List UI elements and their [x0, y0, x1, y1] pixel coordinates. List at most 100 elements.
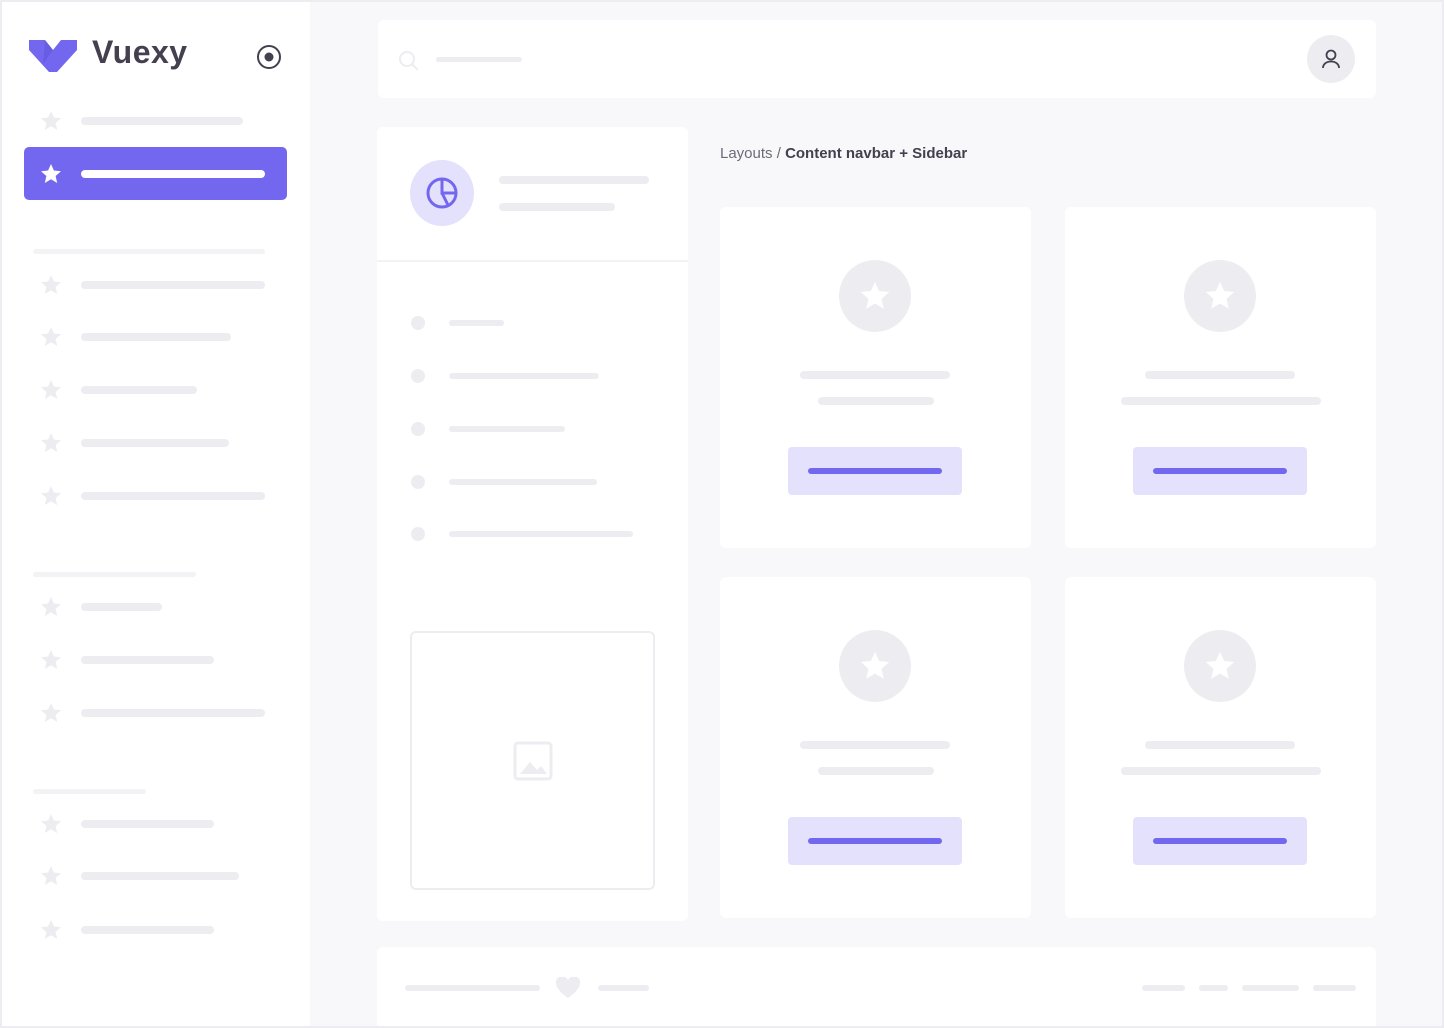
bullet: [411, 316, 425, 330]
skeleton-line: [598, 985, 649, 991]
footer: [377, 947, 1376, 1026]
user-avatar[interactable]: [1307, 35, 1355, 83]
star-icon: [860, 651, 890, 679]
sidebar-item[interactable]: [32, 271, 282, 299]
top-navbar: [378, 20, 1376, 98]
sidebar-item[interactable]: [32, 107, 282, 135]
bullet: [411, 527, 425, 541]
list-item[interactable]: [411, 421, 651, 437]
user-icon: [1322, 49, 1340, 69]
pie-chart-icon: [426, 177, 458, 209]
list-item[interactable]: [411, 526, 651, 542]
list-item-label: [449, 531, 633, 537]
card-avatar: [839, 630, 911, 702]
brand-name: Vuexy: [92, 34, 188, 70]
content-card: [1065, 577, 1376, 918]
breadcrumb: Layouts / Content navbar + Sidebar: [720, 145, 967, 162]
footer-link[interactable]: [1142, 985, 1185, 991]
heart-icon: [555, 977, 581, 998]
skeleton-line: [800, 371, 950, 379]
card-avatar: [1184, 630, 1256, 702]
skeleton-line: [1145, 371, 1295, 379]
search-input[interactable]: [436, 57, 522, 62]
footer-link[interactable]: [1242, 985, 1299, 991]
skeleton-line: [817, 767, 934, 775]
list-item-label: [449, 373, 599, 379]
list-item[interactable]: [411, 315, 651, 331]
sidebar-item[interactable]: [32, 429, 282, 457]
sidebar-item-label: [81, 872, 239, 880]
card-button[interactable]: [788, 447, 962, 495]
sidebar-item-label: [81, 117, 243, 125]
list-item-label: [449, 479, 597, 485]
list-item[interactable]: [411, 474, 651, 490]
sidebar-item[interactable]: [32, 482, 282, 510]
card-avatar: [1184, 260, 1256, 332]
radio-circle-icon[interactable]: [256, 44, 282, 70]
divider: [377, 260, 688, 262]
sidebar-item[interactable]: [32, 810, 282, 838]
sidebar-item-label: [81, 820, 214, 828]
star-icon: [39, 812, 63, 836]
skeleton-line: [1120, 767, 1321, 775]
image-placeholder: [410, 631, 655, 890]
star-icon: [39, 595, 63, 619]
footer-link[interactable]: [1199, 985, 1228, 991]
footer-link[interactable]: [1313, 985, 1356, 991]
content-card: [1065, 207, 1376, 548]
bullet: [411, 422, 425, 436]
breadcrumb-parent[interactable]: Layouts: [720, 145, 773, 162]
breadcrumb-separator: /: [772, 145, 786, 162]
list-item-label: [449, 426, 565, 432]
sidebar-item[interactable]: [32, 862, 282, 890]
star-icon: [1205, 281, 1235, 309]
search-icon[interactable]: [398, 50, 420, 72]
sidebar-item[interactable]: [32, 646, 282, 674]
skeleton-line: [499, 203, 615, 211]
card-button[interactable]: [1133, 817, 1307, 865]
skeleton-line: [405, 985, 540, 991]
star-icon: [39, 109, 63, 133]
card-button[interactable]: [788, 817, 962, 865]
vuexy-logo: [29, 40, 77, 72]
sidebar-item-label: [81, 281, 265, 289]
content-card: [720, 577, 1031, 918]
list-item[interactable]: [411, 368, 651, 384]
star-icon: [1205, 651, 1235, 679]
sidebar-item[interactable]: [32, 593, 282, 621]
card-button[interactable]: [1133, 447, 1307, 495]
bullet: [411, 475, 425, 489]
sidebar: Vuexy: [2, 2, 310, 1026]
star-icon: [39, 325, 63, 349]
card-button-label: [808, 838, 942, 844]
content-card: [720, 207, 1031, 548]
star-icon: [39, 484, 63, 508]
section-header: [33, 249, 265, 254]
skeleton-line: [1120, 397, 1321, 405]
sidebar-item[interactable]: [32, 699, 282, 727]
skeleton-line: [499, 176, 649, 184]
star-icon: [39, 162, 63, 186]
sidebar-item[interactable]: [32, 916, 282, 944]
star-icon: [39, 701, 63, 725]
star-icon: [860, 281, 890, 309]
skeleton-line: [817, 397, 934, 405]
star-icon: [39, 431, 63, 455]
breadcrumb-current: Content navbar + Sidebar: [785, 145, 968, 162]
star-icon: [39, 918, 63, 942]
sidebar-item[interactable]: [32, 323, 282, 351]
section-header: [33, 789, 146, 794]
sidebar-item-label: [81, 333, 231, 341]
sidebar-item[interactable]: [32, 376, 282, 404]
sidebar-item-label: [81, 603, 162, 611]
content-sidebar: [377, 127, 688, 921]
sidebar-item[interactable]: [32, 160, 282, 188]
card-avatar: [839, 260, 911, 332]
card-button-label: [1153, 838, 1287, 844]
star-icon: [39, 648, 63, 672]
sidebar-item-label: [81, 492, 265, 500]
widget-avatar: [410, 160, 474, 226]
section-header: [33, 572, 196, 577]
star-icon: [39, 864, 63, 888]
